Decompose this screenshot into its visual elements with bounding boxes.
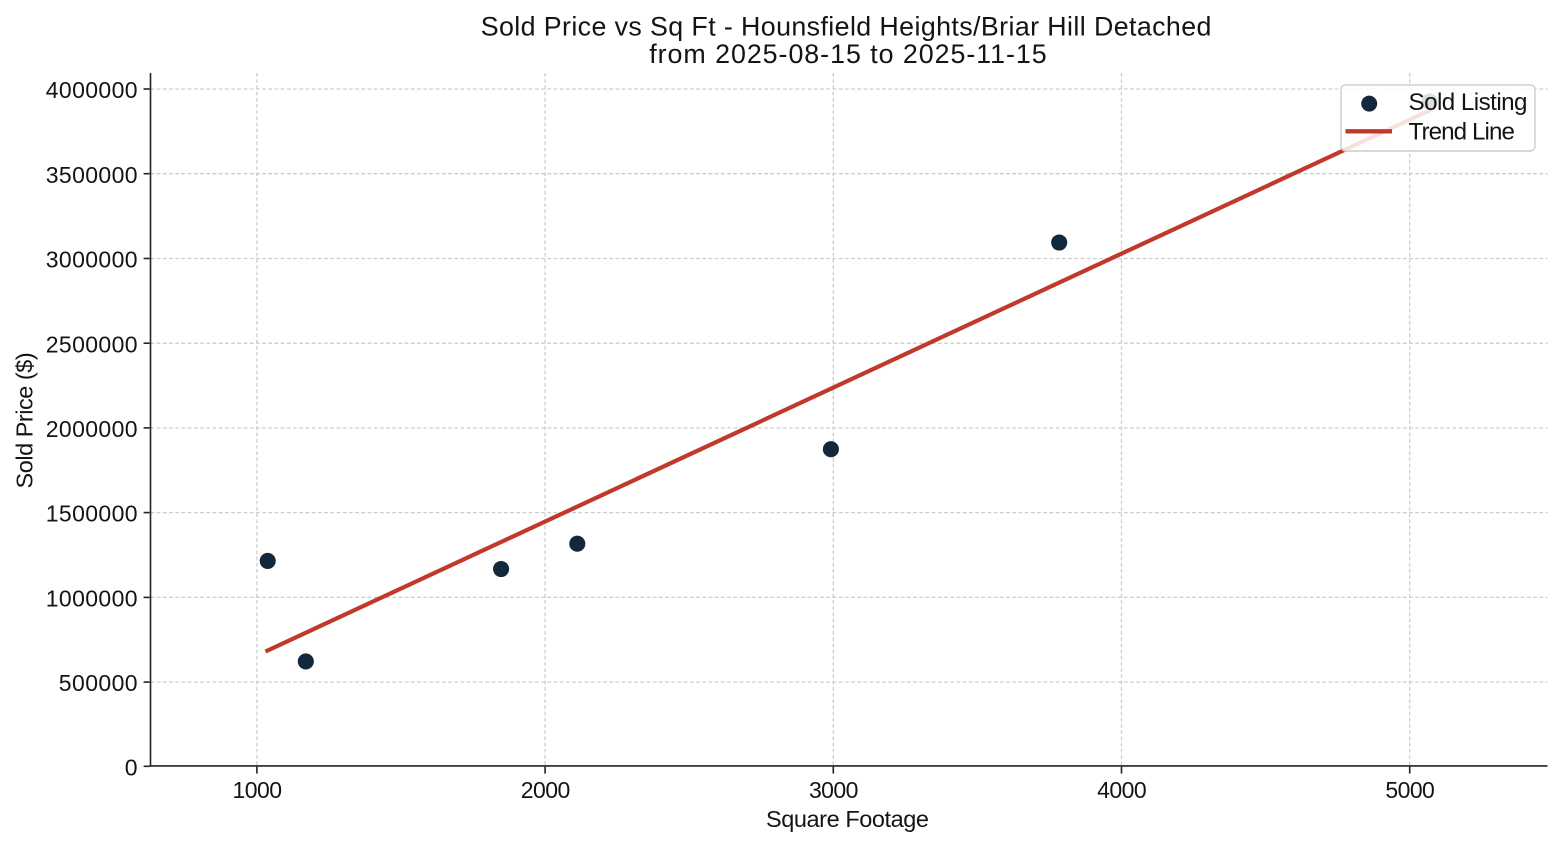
svg-text:Sold Listing: Sold Listing	[1409, 89, 1528, 116]
svg-text:Trend Line: Trend Line	[1409, 118, 1516, 145]
svg-text:2000000: 2000000	[46, 416, 138, 442]
svg-text:4000: 4000	[1097, 777, 1147, 803]
svg-text:5000: 5000	[1385, 777, 1435, 803]
svg-text:2000: 2000	[521, 777, 571, 803]
svg-text:3000000: 3000000	[46, 247, 138, 273]
svg-text:1000: 1000	[233, 777, 283, 803]
svg-text:3000: 3000	[809, 777, 859, 803]
svg-text:2500000: 2500000	[46, 331, 138, 357]
svg-text:3500000: 3500000	[46, 162, 138, 188]
svg-text:500000: 500000	[59, 670, 138, 696]
svg-text:Square Footage: Square Footage	[766, 806, 929, 832]
svg-text:1000000: 1000000	[46, 586, 138, 612]
svg-text:1500000: 1500000	[46, 501, 138, 527]
svg-text:Sold Price vs Sq Ft - Hounsfie: Sold Price vs Sq Ft - Hounsfield Heights…	[481, 11, 1212, 41]
svg-text:from 2025-08-15 to 2025-11-15: from 2025-08-15 to 2025-11-15	[649, 39, 1046, 69]
svg-text:4000000: 4000000	[46, 77, 138, 103]
svg-text:Sold Price ($): Sold Price ($)	[11, 352, 37, 488]
svg-text:0: 0	[125, 754, 138, 780]
